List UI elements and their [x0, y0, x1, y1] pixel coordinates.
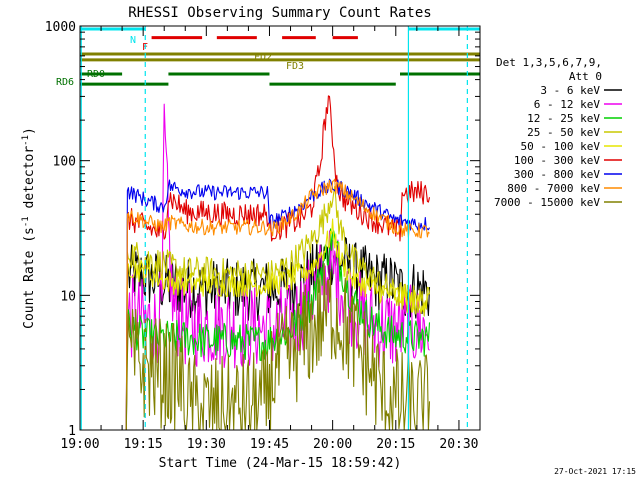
series-line-6 — [125, 95, 431, 431]
series-line-3 — [125, 228, 431, 431]
x-tick-label: 19:15 — [124, 437, 163, 452]
legend-entry-label: 300 - 800 keV — [514, 168, 600, 181]
footer-timestamp: 27-Oct-2021 17:15 — [554, 467, 636, 476]
legend-header-line: Att 0 — [569, 70, 602, 83]
y-tick-label: 1000 — [45, 20, 76, 35]
legend-entry-label: 12 - 25 keV — [527, 112, 600, 125]
y-tick-label: 100 — [53, 155, 76, 170]
legend-entry-label: 50 - 100 keV — [521, 140, 601, 153]
series-line-5 — [125, 218, 430, 431]
x-tick-label: 19:00 — [60, 437, 99, 452]
series-line-8 — [125, 178, 430, 431]
y-tick-label: 10 — [60, 289, 76, 304]
x-tick-label: 20:30 — [439, 437, 478, 452]
flag-label-n: N — [130, 35, 136, 46]
y-tick-label: 1 — [68, 424, 76, 439]
legend-entry-label: 100 - 300 keV — [514, 154, 600, 167]
x-tick-label: 19:30 — [187, 437, 226, 452]
flag-label-fd2: FD2 — [254, 52, 272, 63]
plot-frame — [79, 25, 481, 431]
legend-entry-label: 800 - 7000 keV — [507, 182, 600, 195]
flag-label-rd6: RD6 — [56, 77, 74, 88]
x-axis-label: Start Time (24-Mar-15 18:59:42) — [159, 456, 402, 471]
series-line-7 — [125, 178, 430, 431]
x-tick-label: 20:00 — [313, 437, 352, 452]
legend-entry-label: 3 - 6 keV — [540, 84, 600, 97]
chart-title: RHESSI Observing Summary Count Rates — [128, 5, 431, 21]
x-tick-label: 20:15 — [376, 437, 415, 452]
legend-header-line: Det 1,3,5,6,7,9, — [496, 56, 602, 69]
flag-label-rd0: RD0 — [87, 69, 105, 80]
x-tick-label: 19:45 — [250, 437, 289, 452]
legend-entry-label: 6 - 12 keV — [534, 98, 601, 111]
legend-entry-label: 25 - 50 keV — [527, 126, 600, 139]
series-line-9 — [125, 263, 431, 431]
event-lines — [80, 26, 468, 430]
legend-entry-label: 7000 - 15000 keV — [494, 196, 600, 209]
series-lines — [125, 95, 431, 431]
flag-bars: NFFD2FD3RD0RD6 — [56, 27, 480, 88]
axes: 19:00 19:15 19:30 19:45 20:00 20:15 20:30 1 10 10… — [45, 20, 481, 452]
flag-label-fd3: FD3 — [286, 61, 304, 72]
y-axis-label: Count Rate (s-1 detector-1) — [21, 127, 37, 329]
